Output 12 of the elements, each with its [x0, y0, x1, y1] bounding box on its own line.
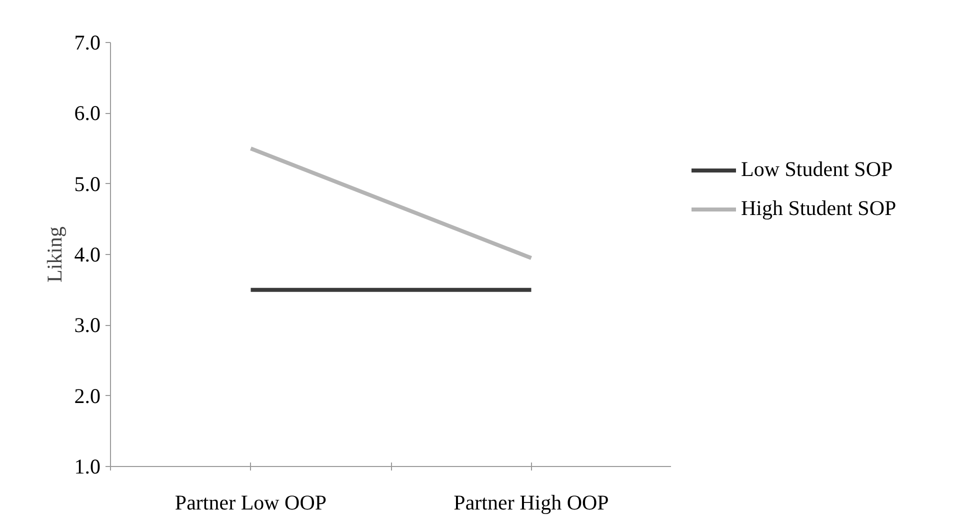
y-tick-label: 2.0	[74, 384, 100, 408]
y-tick-label: 1.0	[74, 454, 100, 478]
y-tick-label: 3.0	[74, 313, 100, 338]
legend-label: Low Student SOP	[741, 157, 893, 182]
y-axis-title: Liking	[42, 226, 66, 282]
y-tick-label: 6.0	[74, 101, 100, 126]
legend-label: High Student SOP	[741, 196, 896, 221]
x-tick-label: Partner Low OOP	[174, 490, 327, 514]
y-tick-label: 5.0	[74, 172, 100, 196]
x-tick-label: Partner High OOP	[454, 490, 609, 514]
y-tick-label: 4.0	[74, 242, 100, 266]
y-tick-label: 7.0	[74, 30, 100, 54]
